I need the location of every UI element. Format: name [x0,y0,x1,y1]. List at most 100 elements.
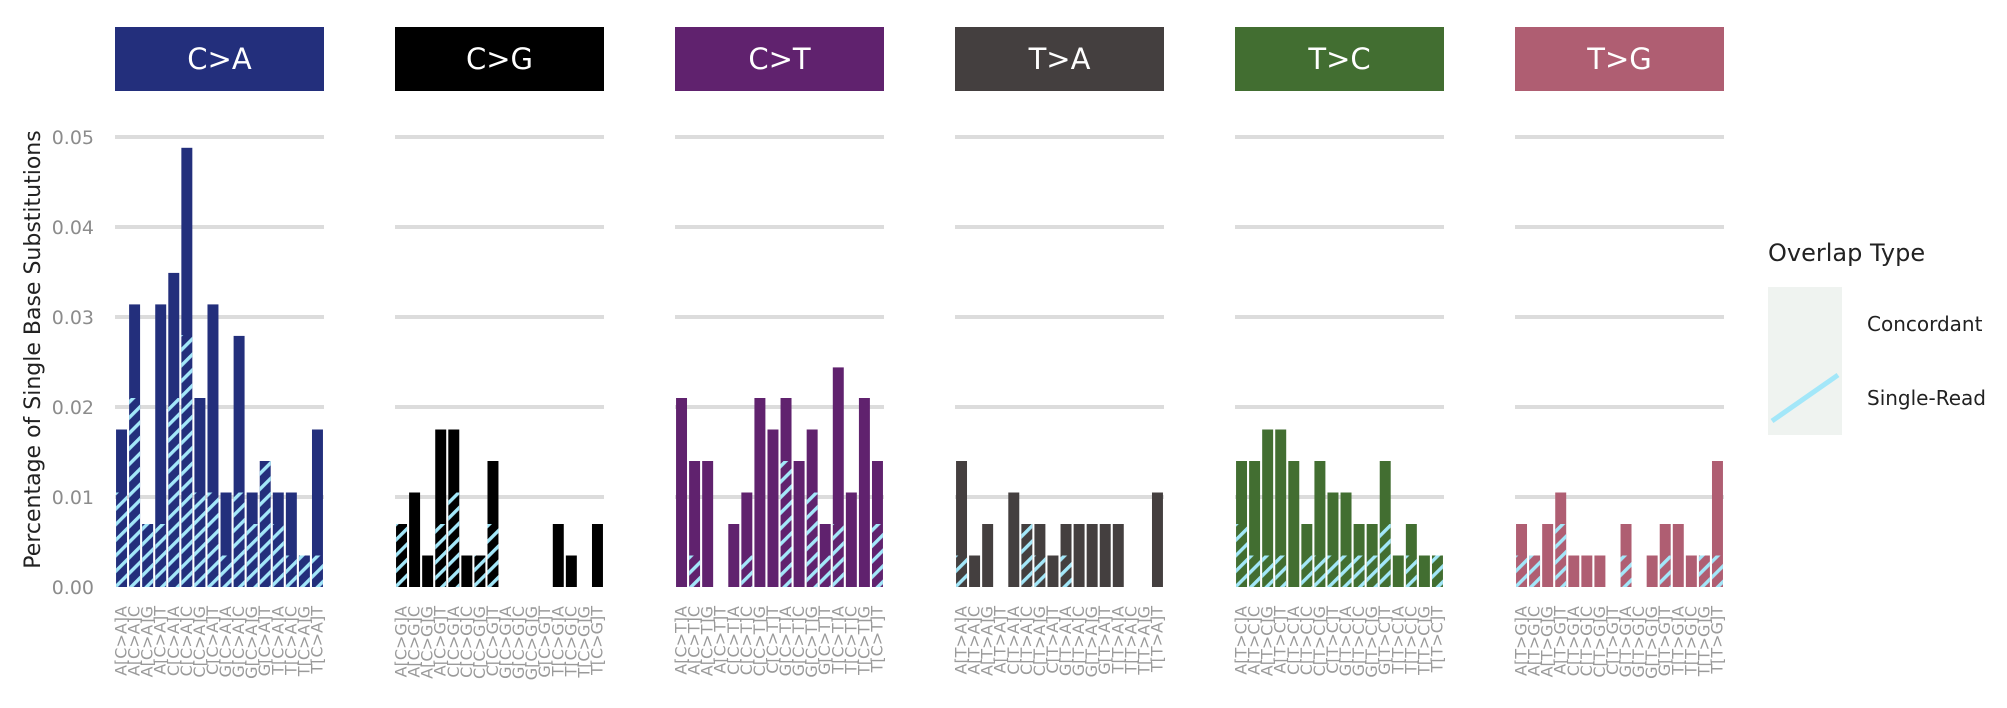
bar-single-read [956,555,968,587]
bar-single-read [819,555,831,587]
bar-single-read [233,492,245,587]
x-tick-label: C[C>T]T [763,606,782,674]
bar-concordant [702,461,714,587]
bar-concordant [1392,555,1404,587]
x-tick-label: A[C>T]C [685,606,704,675]
panel-strip-background [675,27,884,91]
panel-strip-label: C>A [187,42,252,76]
x-tick-label: A[T>C]A [1232,606,1251,675]
bar-single-read [1405,555,1417,587]
bar-concordant [1262,429,1274,587]
panel-strip-background [1235,27,1444,91]
bar-single-read [1659,555,1671,587]
bar-single-read [1529,555,1541,587]
x-tick-label: C[T>G]G [1590,606,1609,678]
y-tick-label: 0.00 [52,577,94,599]
x-tick-label: T[C>A]C [281,606,300,676]
x-tick-label: T[T>C]T [1427,606,1446,674]
x-tick-label: A[T>A]A [952,606,971,675]
bar-single-read [1353,555,1365,587]
bar-concordant [1568,555,1580,587]
bar-single-read [155,524,167,587]
panel-strip-label: T>G [1586,42,1652,76]
x-tick-label: G[C>G]T [535,606,554,678]
legend-label: Single-Read [1867,386,1986,410]
panel-strip-background [395,27,604,91]
bar-concordant [591,524,603,587]
panel-strip: T>C [1235,27,1444,91]
bar-single-read [474,555,486,587]
bar-single-read [194,492,206,587]
bar-single-read [1314,555,1326,587]
bar-concordant [565,555,577,587]
x-tick-label: G[T>G]T [1655,606,1674,676]
panel-strip: C>A [115,27,324,91]
x-tick-label: C[C>T]G [750,606,769,676]
x-tick-label: A[C>A]T [151,606,170,675]
x-tick-label: C[C>T]C [737,606,756,675]
x-tick-label: G[C>A]A [216,606,235,677]
bar-single-read [1620,555,1632,587]
x-tick-label: T[T>A]T [1147,606,1166,673]
panel-strip: C>T [675,27,884,91]
x-tick-label: T[C>T]T [867,606,886,674]
bar-concordant [435,429,447,587]
bar-single-read [1327,555,1339,587]
bar-concordant [461,555,473,587]
x-tick-label: G[T>C]C [1349,606,1368,676]
panel-strip-label: T>C [1307,42,1370,76]
x-tick-label: G[T>C]A [1336,606,1355,676]
x-tick-label: C[C>A]A [164,606,183,676]
x-tick-label: G[T>G]C [1629,606,1648,678]
x-tick-label: C[T>G]A [1564,606,1583,676]
bar-concordant [845,492,857,587]
y-axis-label: Percentage of Single Base Substitutions [21,130,46,568]
bar-single-read [207,492,219,587]
bar-single-read [1516,555,1528,587]
bar-single-read [1340,555,1352,587]
bar-single-read [142,524,154,587]
bar-concordant [1327,492,1339,587]
x-tick-label: C[C>A]G [190,606,209,678]
bar-single-read [689,555,701,587]
x-tick-label: G[C>G]A [496,606,515,679]
bar-concordant [1594,555,1606,587]
x-tick-label: T[T>G]C [1681,606,1700,676]
x-tick-label: A[T>G]C [1525,606,1544,676]
bar-concordant [1275,429,1287,587]
bar-single-read [220,555,232,587]
bar-concordant [311,429,323,587]
x-tick-label: C[T>C]C [1297,606,1316,675]
bar-concordant [982,524,994,587]
x-tick-label: A[C>G]G [418,606,437,679]
bar-concordant [1646,555,1658,587]
x-tick-label: C[T>A]T [1043,606,1062,674]
x-tick-label: A[C>A]C [125,606,144,676]
bar-single-read [832,524,844,587]
legend-key-single-read-stroke [1770,372,1840,424]
bar-single-read [246,524,258,587]
x-tick-label: C[T>A]A [1004,606,1023,675]
bar-concordant [1047,555,1059,587]
bar-concordant [689,461,701,587]
bar-single-read [1236,524,1248,587]
x-tick-label: A[C>G]T [431,606,450,676]
x-tick-label: G[T>C]T [1375,606,1394,675]
bar-single-read [1301,555,1313,587]
bar-concordant [1581,555,1593,587]
x-tick-label: A[C>T]A [672,606,691,675]
x-tick-label: A[C>G]C [405,606,424,678]
x-tick-label: C[T>A]C [1017,606,1036,675]
bar-single-read [871,524,883,587]
bar-concordant [754,398,766,587]
x-tick-label: T[T>G]T [1707,606,1726,675]
x-tick-label: T[T>A]C [1121,606,1140,675]
legend-key-concordant [1768,287,1842,361]
bar-single-read [1275,555,1287,587]
x-tick-label: C[T>C]A [1284,606,1303,675]
bar-concordant [1073,524,1085,587]
x-tick-label: C[C>T]A [724,606,743,675]
y-tick-label: 0.02 [52,397,94,419]
